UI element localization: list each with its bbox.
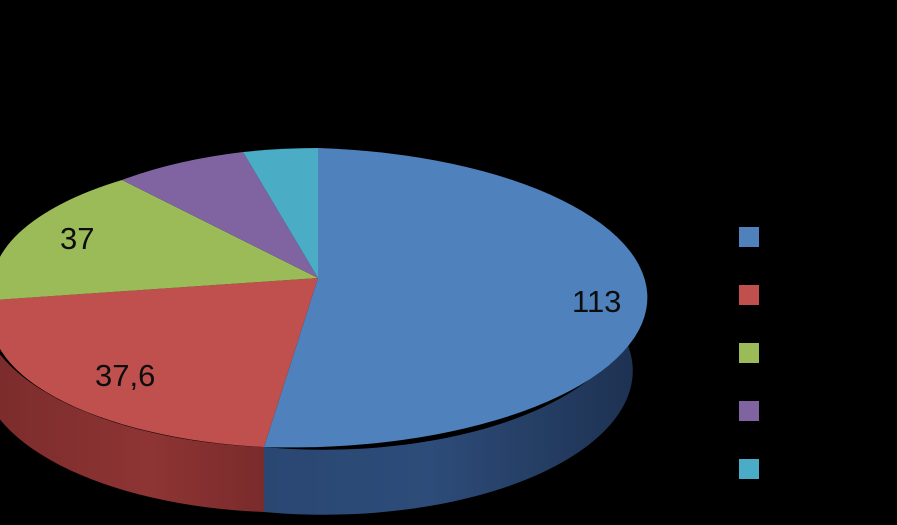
legend-item-series-3[interactable] xyxy=(739,324,889,382)
pie-slice-series-2[interactable] xyxy=(0,278,318,447)
chart-legend xyxy=(739,208,889,498)
legend-swatch-icon-series-2 xyxy=(739,285,759,305)
pie-slice-series-3[interactable] xyxy=(0,180,318,300)
legend-item-series-2[interactable] xyxy=(739,266,889,324)
pie-slice-series-5[interactable] xyxy=(243,148,318,278)
pie-data-label-series-3: 37 xyxy=(60,221,95,256)
pie-slice-series-1[interactable] xyxy=(264,148,648,448)
pie-data-label-series-2: 37,6 xyxy=(95,358,156,393)
legend-swatch-icon-series-1 xyxy=(739,227,759,247)
pie-top-face xyxy=(0,148,648,448)
legend-item-series-5[interactable] xyxy=(739,440,889,498)
legend-swatch-icon-series-4 xyxy=(739,401,759,421)
pie-side-wall-red xyxy=(0,354,264,512)
legend-swatch-icon-series-3 xyxy=(739,343,759,363)
pie-3d-side-walls xyxy=(0,278,633,515)
pie-side-wall-blue xyxy=(264,278,633,515)
legend-item-series-1[interactable] xyxy=(739,208,889,266)
pie-data-label-series-1: 113 xyxy=(572,284,622,319)
pie-slice-series-4[interactable] xyxy=(122,152,318,278)
legend-swatch-icon-series-5 xyxy=(739,459,759,479)
legend-item-series-4[interactable] xyxy=(739,382,889,440)
